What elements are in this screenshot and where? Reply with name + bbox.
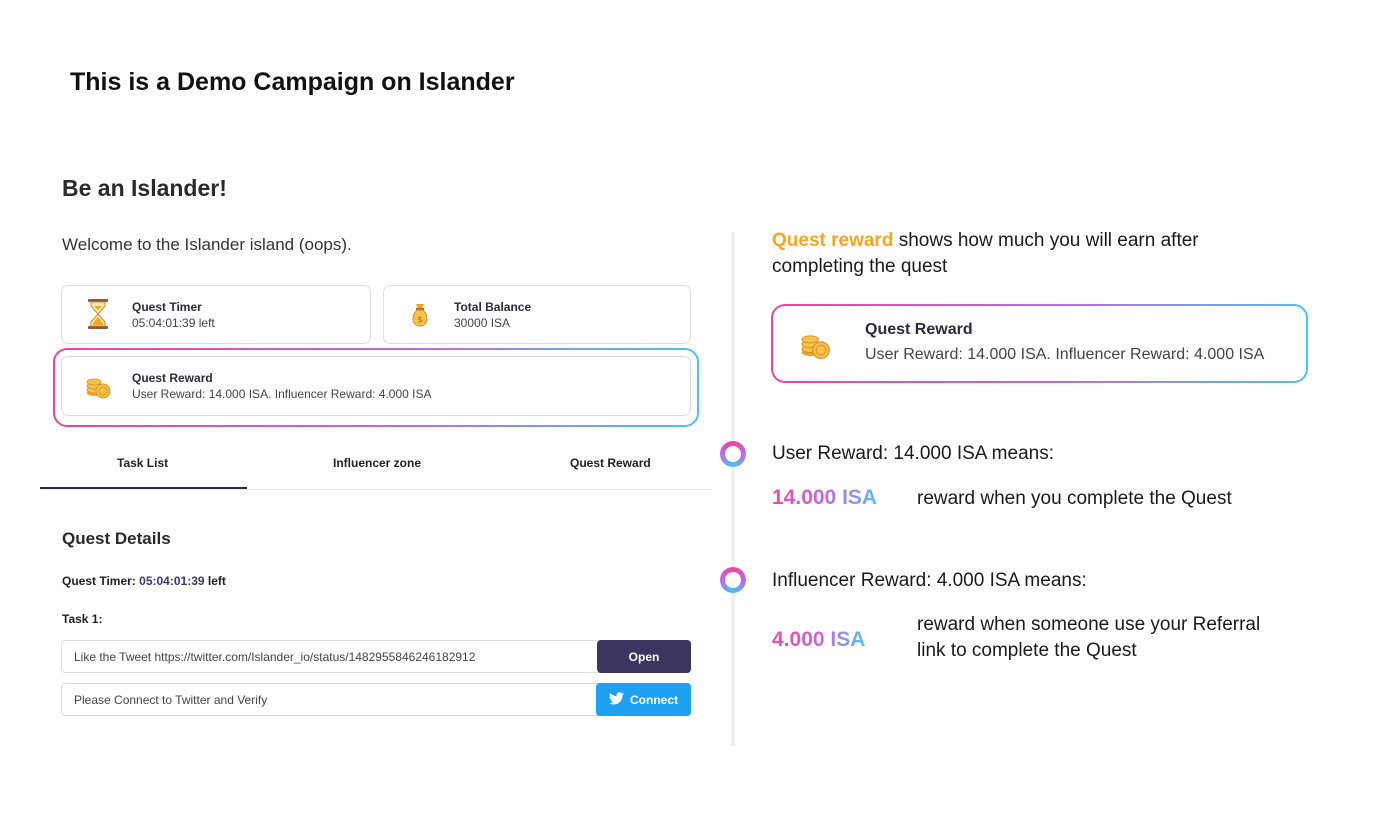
hourglass-icon xyxy=(84,298,112,330)
user-reward-heading: User Reward: 14.000 ISA means: xyxy=(772,443,1054,464)
task-row: Please Connect to Twitter and Verify Con… xyxy=(61,683,691,716)
open-tweet-button[interactable]: Open xyxy=(597,640,691,673)
intro-line-1: shows how much you will earn after xyxy=(898,230,1199,251)
user-reward-amount: 14.000 ISA xyxy=(772,486,878,509)
quest-details-timer-value: 05:04:01:39 xyxy=(139,574,205,588)
reward-explainer-intro: Quest reward shows how much you will ear… xyxy=(772,228,1332,280)
quest-details-timer-label: Quest Timer: xyxy=(62,574,136,588)
connect-twitter-button[interactable]: Connect xyxy=(596,683,691,716)
quest-reward-value: User Reward: 14.000 ISA. Influencer Rewa… xyxy=(132,387,432,401)
influencer-reward-amount: 4.000 ISA xyxy=(772,628,866,651)
quest-welcome-text: Welcome to the Islander island (oops). xyxy=(62,235,352,254)
task-row: Like the Tweet https://twitter.com/Islan… xyxy=(61,640,691,673)
explainer-card-value: User Reward: 14.000 ISA. Influencer Rewa… xyxy=(865,346,1265,363)
quest-reward-card: Quest Reward User Reward: 14.000 ISA. In… xyxy=(61,356,691,416)
task-text: Like the Tweet https://twitter.com/Islan… xyxy=(74,650,476,664)
coins-icon xyxy=(797,324,833,367)
coins-icon xyxy=(84,369,112,401)
task-text: Please Connect to Twitter and Verify xyxy=(74,693,268,707)
active-tab-indicator xyxy=(40,487,247,489)
total-balance-label: Total Balance xyxy=(454,300,532,314)
task-label: Task 1: xyxy=(62,612,103,626)
page-title: This is a Demo Campaign on Islander xyxy=(70,68,515,96)
tab-influencer-zone[interactable]: Influencer zone xyxy=(333,456,422,470)
explainer-card-title: Quest Reward xyxy=(865,321,973,338)
quest-tabs: Task List Influencer zone Quest Reward xyxy=(40,448,712,490)
quest-details-timer: Quest Timer: 05:04:01:39 left xyxy=(62,574,226,588)
quest-timer-card: Quest Timer 05:04:01:39 left xyxy=(61,285,371,344)
panel-divider xyxy=(731,232,735,746)
influencer-reward-heading: Influencer Reward: 4.000 ISA means: xyxy=(772,570,1087,591)
influencer-description-line-1: reward when someone use your Referral xyxy=(917,614,1261,635)
user-reward-description: reward when you complete the Quest xyxy=(917,488,1232,509)
svg-text:$: $ xyxy=(417,315,422,324)
quest-title: Be an Islander! xyxy=(62,175,227,201)
quest-details-timer-suffix: left xyxy=(207,574,226,588)
timeline-ring-icon xyxy=(720,441,746,467)
twitter-icon xyxy=(609,691,624,708)
open-button-label: Open xyxy=(628,649,660,664)
connect-button-label: Connect xyxy=(630,692,678,707)
total-balance-card: $ Total Balance 30000 ISA xyxy=(383,285,691,344)
influencer-reward-description: reward when someone use your Referral li… xyxy=(917,612,1260,664)
influencer-description-line-2: link to complete the Quest xyxy=(917,640,1137,661)
tab-quest-reward[interactable]: Quest Reward xyxy=(570,456,651,470)
intro-line-2: completing the quest xyxy=(772,256,948,277)
total-balance-value: 30000 ISA xyxy=(454,316,511,330)
quest-details-title: Quest Details xyxy=(62,529,171,548)
intro-highlight: Quest reward xyxy=(772,230,894,251)
quest-timer-label: Quest Timer xyxy=(132,300,202,314)
quest-reward-label: Quest Reward xyxy=(132,371,213,385)
timeline-ring-icon xyxy=(720,567,746,593)
quest-timer-value: 05:04:01:39 left xyxy=(132,316,215,330)
tab-task-list[interactable]: Task List xyxy=(117,456,169,470)
explainer-reward-card: Quest Reward User Reward: 14.000 ISA. In… xyxy=(771,304,1308,383)
money-bag-icon: $ xyxy=(406,298,434,330)
